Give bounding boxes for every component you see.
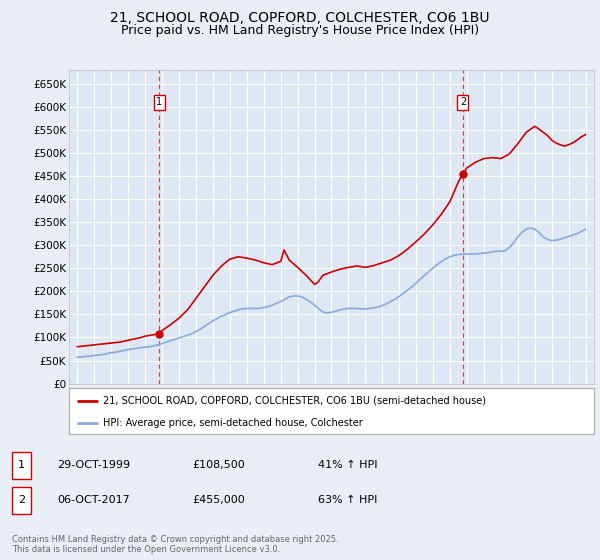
Text: 2: 2 <box>460 97 466 108</box>
Text: 06-OCT-2017: 06-OCT-2017 <box>57 495 130 505</box>
Text: 1: 1 <box>156 97 163 108</box>
Text: £455,000: £455,000 <box>192 495 245 505</box>
Text: 1: 1 <box>18 460 25 470</box>
Text: 21, SCHOOL ROAD, COPFORD, COLCHESTER, CO6 1BU: 21, SCHOOL ROAD, COPFORD, COLCHESTER, CO… <box>110 11 490 25</box>
Text: 29-OCT-1999: 29-OCT-1999 <box>57 460 130 470</box>
Text: 63% ↑ HPI: 63% ↑ HPI <box>318 495 377 505</box>
Text: £108,500: £108,500 <box>192 460 245 470</box>
Text: HPI: Average price, semi-detached house, Colchester: HPI: Average price, semi-detached house,… <box>103 418 363 427</box>
Text: Price paid vs. HM Land Registry's House Price Index (HPI): Price paid vs. HM Land Registry's House … <box>121 24 479 36</box>
Text: 41% ↑ HPI: 41% ↑ HPI <box>318 460 377 470</box>
Text: 2: 2 <box>18 495 25 505</box>
Text: 21, SCHOOL ROAD, COPFORD, COLCHESTER, CO6 1BU (semi-detached house): 21, SCHOOL ROAD, COPFORD, COLCHESTER, CO… <box>103 396 486 406</box>
Text: Contains HM Land Registry data © Crown copyright and database right 2025.
This d: Contains HM Land Registry data © Crown c… <box>12 535 338 554</box>
